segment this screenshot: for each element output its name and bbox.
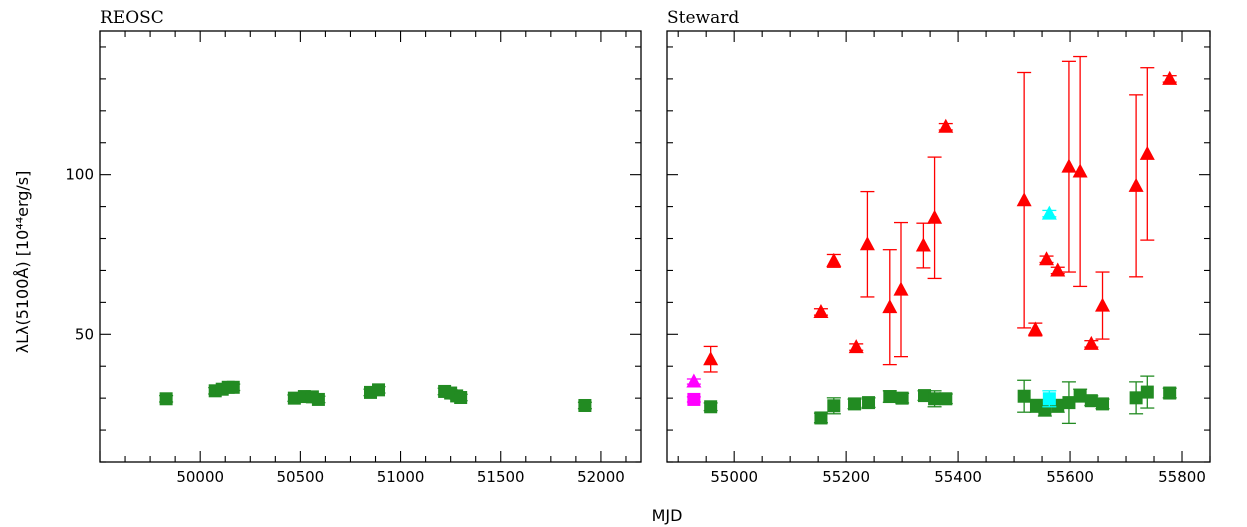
data-point-triangle: [859, 236, 875, 251]
data-point-triangle: [1016, 192, 1032, 207]
x-tick-label: 55600: [1046, 468, 1094, 486]
data-point-square: [814, 411, 828, 425]
data-point-triangle: [1095, 297, 1111, 312]
plot-frame: [99, 30, 642, 463]
x-tick-label: 51500: [477, 468, 525, 486]
data-point-square: [827, 399, 841, 413]
panel-title: Steward: [667, 8, 739, 28]
data-point-triangle: [938, 118, 954, 133]
data-point-triangle: [848, 339, 864, 354]
data-point-square: [454, 391, 468, 405]
data-point-triangle: [1041, 205, 1057, 220]
data-point-triangle: [1162, 70, 1178, 85]
x-tick-label: 55800: [1158, 468, 1206, 486]
y-axis-label: λLλ(5100Å) [10⁴⁴erg/s]: [13, 171, 32, 354]
data-point-triangle: [813, 303, 829, 318]
data-point-square: [1062, 396, 1076, 410]
data-point-square: [704, 400, 718, 414]
data-point-triangle: [882, 299, 898, 314]
data-point-square: [311, 392, 325, 406]
data-point-square: [1017, 389, 1031, 403]
y-tick-label: 50: [75, 325, 94, 343]
data-point-square: [895, 391, 909, 405]
data-point-square: [1140, 385, 1154, 399]
data-point-triangle: [703, 351, 719, 366]
x-tick-label: 55400: [934, 468, 982, 486]
data-point-square: [1129, 391, 1143, 405]
data-point-square: [159, 392, 173, 406]
x-tick-label: 51000: [377, 468, 425, 486]
data-point-square: [1163, 386, 1177, 400]
x-tick-label: 50500: [277, 468, 325, 486]
data-point-triangle: [1050, 262, 1066, 277]
data-point-triangle: [1072, 163, 1088, 178]
data-point-triangle: [927, 209, 943, 224]
data-point-square: [372, 383, 386, 397]
data-point-square: [1084, 394, 1098, 408]
x-tick-label: 55200: [822, 468, 870, 486]
data-point-triangle: [915, 237, 931, 252]
data-point-triangle: [686, 373, 702, 388]
data-point-square: [928, 392, 942, 406]
y-tick-label: 100: [65, 166, 94, 184]
panel-reosc: REOSC 50000 50500 51000 51500 52000 50 100: [65, 8, 642, 486]
plot-frame: [666, 30, 1211, 463]
panel-title: REOSC: [100, 8, 164, 28]
data-point-triangle: [1061, 158, 1077, 173]
data-point-triangle: [1139, 145, 1155, 160]
data-point-triangle: [1039, 251, 1055, 266]
data-point-triangle: [1083, 335, 1099, 350]
data-point-triangle: [1027, 321, 1043, 336]
data-point-triangle: [1128, 177, 1144, 192]
data-point-triangle: [893, 281, 909, 296]
panel-steward: Steward 55000 55200 55400 55600 55800: [666, 8, 1211, 486]
data-point-square: [862, 396, 876, 410]
x-tick-label: 52000: [577, 468, 625, 486]
data-point-square: [848, 397, 862, 411]
data-point-triangle: [826, 252, 842, 267]
data-point-square: [287, 391, 301, 405]
data-point-square: [883, 390, 897, 404]
x-axis-label: MJD: [652, 506, 683, 525]
data-point-square: [578, 398, 592, 412]
data-point-square: [939, 392, 953, 406]
data-point-square: [1042, 392, 1056, 406]
x-tick-label: 50000: [176, 468, 224, 486]
data-point-square: [1096, 397, 1110, 411]
data-point-square: [226, 380, 240, 394]
data-point-square: [918, 389, 932, 403]
x-tick-label: 55000: [710, 468, 758, 486]
data-point-square: [1073, 389, 1087, 403]
data-point-square: [687, 392, 701, 406]
